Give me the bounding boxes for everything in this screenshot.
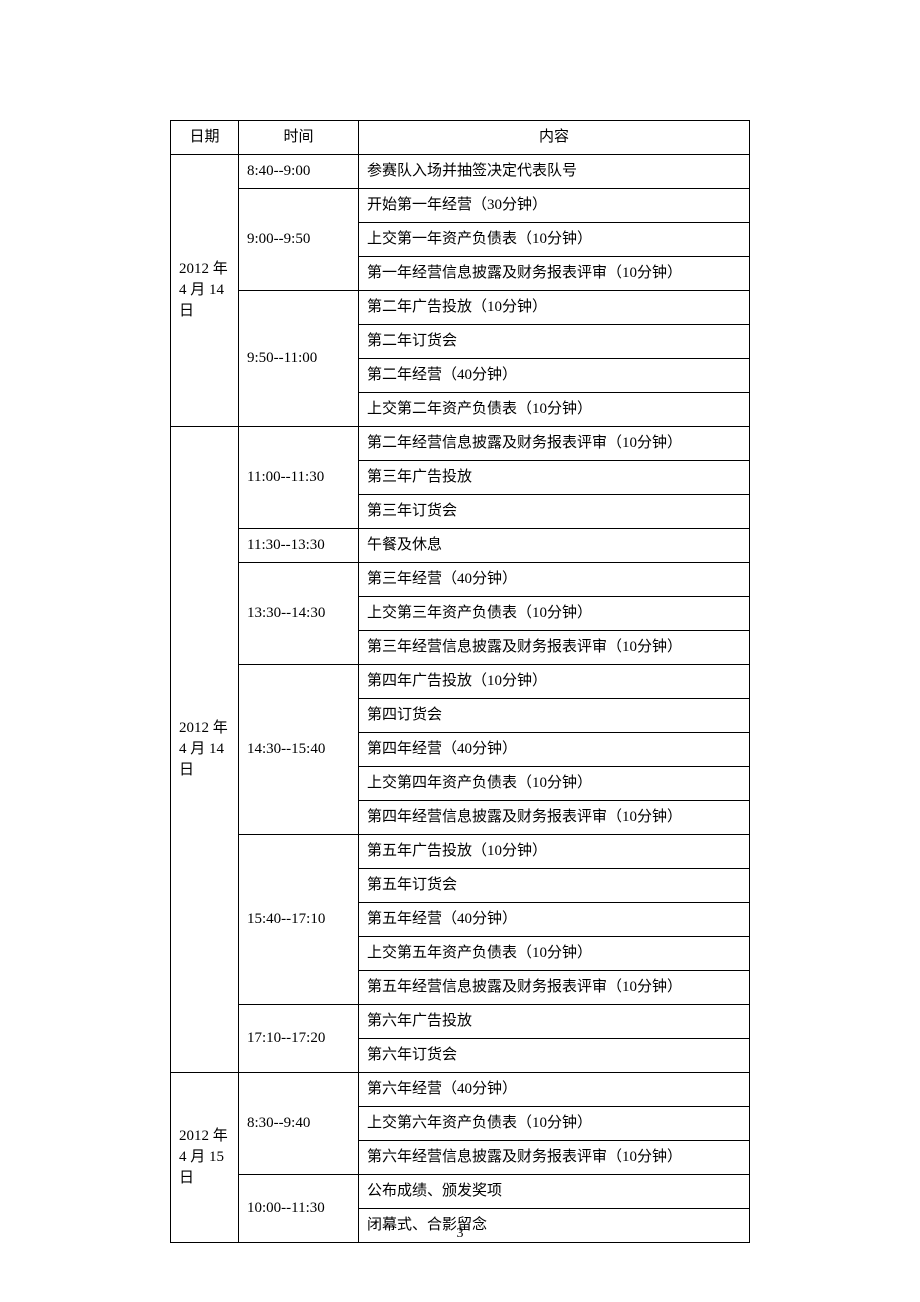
schedule-table: 日期 时间 内容 2012 年4 月 14日8:40--9:00参赛队入场并抽签… [170,120,750,1243]
content-cell: 上交第五年资产负债表（10分钟） [359,937,750,971]
table-row: 9:50--11:00第二年广告投放（10分钟） [171,291,750,325]
table-row: 14:30--15:40第四年广告投放（10分钟） [171,665,750,699]
content-cell: 上交第四年资产负债表（10分钟） [359,767,750,801]
header-time: 时间 [239,121,359,155]
time-cell: 15:40--17:10 [239,835,359,1005]
time-cell: 9:00--9:50 [239,189,359,291]
content-cell: 第四年广告投放（10分钟） [359,665,750,699]
content-cell: 第五年经营信息披露及财务报表评审（10分钟） [359,971,750,1005]
header-content: 内容 [359,121,750,155]
table-row: 15:40--17:10第五年广告投放（10分钟） [171,835,750,869]
time-cell: 8:40--9:00 [239,155,359,189]
content-cell: 第六年经营（40分钟） [359,1073,750,1107]
time-cell: 11:00--11:30 [239,427,359,529]
time-cell: 13:30--14:30 [239,563,359,665]
time-cell: 14:30--15:40 [239,665,359,835]
content-cell: 上交第二年资产负债表（10分钟） [359,393,750,427]
content-cell: 第三年广告投放 [359,461,750,495]
content-cell: 参赛队入场并抽签决定代表队号 [359,155,750,189]
content-cell: 第三年经营（40分钟） [359,563,750,597]
time-cell: 17:10--17:20 [239,1005,359,1073]
content-cell: 公布成绩、颁发奖项 [359,1175,750,1209]
content-cell: 开始第一年经营（30分钟） [359,189,750,223]
page-number: 3 [0,1226,920,1242]
content-cell: 第五年广告投放（10分钟） [359,835,750,869]
content-cell: 第四年经营（40分钟） [359,733,750,767]
date-cell: 2012 年4 月 14日 [171,155,239,427]
content-cell: 第四年经营信息披露及财务报表评审（10分钟） [359,801,750,835]
content-cell: 上交第六年资产负债表（10分钟） [359,1107,750,1141]
content-cell: 第三年经营信息披露及财务报表评审（10分钟） [359,631,750,665]
time-cell: 8:30--9:40 [239,1073,359,1175]
table-body: 日期 时间 内容 2012 年4 月 14日8:40--9:00参赛队入场并抽签… [171,121,750,1243]
content-cell: 第二年经营信息披露及财务报表评审（10分钟） [359,427,750,461]
content-cell: 上交第三年资产负债表（10分钟） [359,597,750,631]
content-cell: 第二年广告投放（10分钟） [359,291,750,325]
table-row: 13:30--14:30第三年经营（40分钟） [171,563,750,597]
table-row: 2012 年4 月 15日8:30--9:40第六年经营（40分钟） [171,1073,750,1107]
content-cell: 第六年经营信息披露及财务报表评审（10分钟） [359,1141,750,1175]
content-cell: 第三年订货会 [359,495,750,529]
date-cell: 2012 年4 月 14日 [171,427,239,1073]
content-cell: 第二年订货会 [359,325,750,359]
table-row: 2012 年4 月 14日11:00--11:30第二年经营信息披露及财务报表评… [171,427,750,461]
content-cell: 上交第一年资产负债表（10分钟） [359,223,750,257]
content-cell: 第五年订货会 [359,869,750,903]
table-row: 9:00--9:50开始第一年经营（30分钟） [171,189,750,223]
table-row: 17:10--17:20第六年广告投放 [171,1005,750,1039]
table-row: 2012 年4 月 14日8:40--9:00参赛队入场并抽签决定代表队号 [171,155,750,189]
date-cell: 2012 年4 月 15日 [171,1073,239,1243]
content-cell: 第六年广告投放 [359,1005,750,1039]
time-cell: 9:50--11:00 [239,291,359,427]
content-cell: 第二年经营（40分钟） [359,359,750,393]
content-cell: 第六年订货会 [359,1039,750,1073]
content-cell: 第一年经营信息披露及财务报表评审（10分钟） [359,257,750,291]
time-cell: 11:30--13:30 [239,529,359,563]
table-row: 11:30--13:30午餐及休息 [171,529,750,563]
table-row: 10:00--11:30公布成绩、颁发奖项 [171,1175,750,1209]
header-date: 日期 [171,121,239,155]
content-cell: 第五年经营（40分钟） [359,903,750,937]
content-cell: 第四订货会 [359,699,750,733]
page: 日期 时间 内容 2012 年4 月 14日8:40--9:00参赛队入场并抽签… [0,0,920,1302]
header-row: 日期 时间 内容 [171,121,750,155]
content-cell: 午餐及休息 [359,529,750,563]
